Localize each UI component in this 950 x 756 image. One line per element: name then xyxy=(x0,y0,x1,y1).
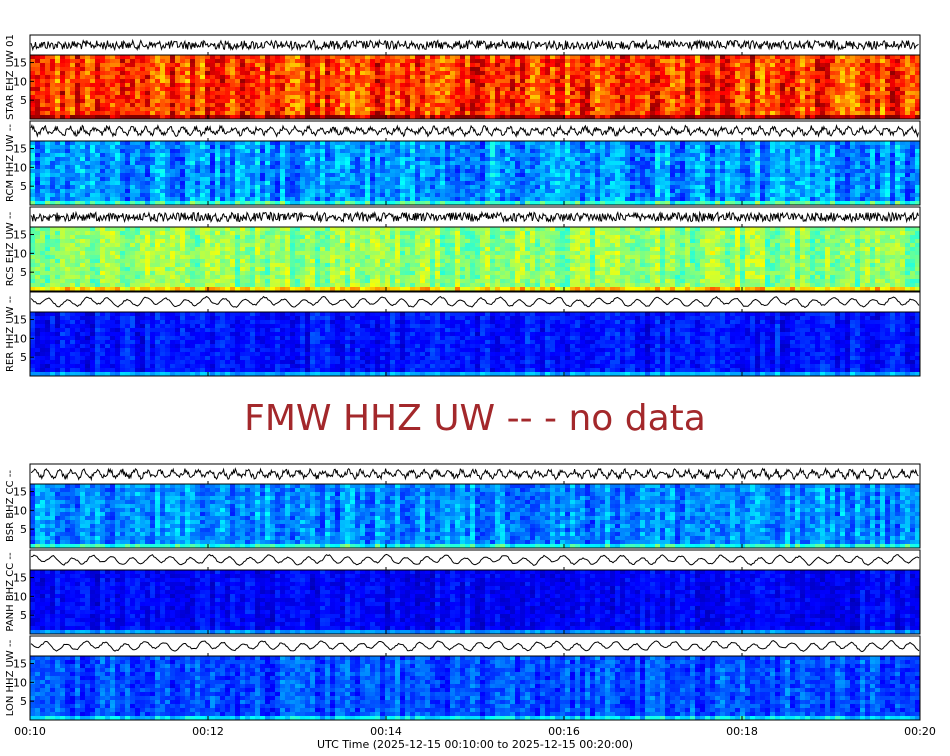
spectrogram-cells xyxy=(30,312,920,376)
waveform-trace xyxy=(30,210,919,224)
x-tick-label: 00:16 xyxy=(548,725,580,738)
waveform-trace xyxy=(30,38,919,52)
spectrogram-frame xyxy=(29,569,921,635)
x-tick-label: 00:20 xyxy=(904,725,936,738)
y-tick-label: 10 xyxy=(13,75,27,88)
spectrogram-cells xyxy=(30,656,920,720)
y-tick-label: 10 xyxy=(13,161,27,174)
y-tick-label: 15 xyxy=(13,57,27,70)
station-label: STAR EHZ UW 01 xyxy=(5,34,16,120)
y-tick-label: 5 xyxy=(20,523,27,536)
y-tick-label: 5 xyxy=(20,94,27,107)
y-tick-label: 10 xyxy=(13,590,27,603)
waveform-frame xyxy=(29,549,921,571)
panel-5: FMW HHZ UW -- - no data xyxy=(244,398,706,439)
x-tick-label: 00:18 xyxy=(726,725,758,738)
y-tick-label: 10 xyxy=(13,332,27,345)
spectrogram-frame xyxy=(29,54,921,120)
y-tick-label: 5 xyxy=(20,695,27,708)
y-tick-label: 10 xyxy=(13,676,27,689)
station-label: RCM HHZ UW -- xyxy=(5,124,16,202)
y-tick-label: 5 xyxy=(20,351,27,364)
waveform-frame xyxy=(29,291,921,313)
x-tick-label: 00:14 xyxy=(370,725,402,738)
x-axis-label: UTC Time (2025-12-15 00:10:00 to 2025-12… xyxy=(317,738,633,751)
y-tick-label: 5 xyxy=(20,266,27,279)
y-tick-label: 15 xyxy=(13,229,27,242)
station-label: RER HHZ UW -- xyxy=(5,296,16,372)
y-tick-label: 15 xyxy=(13,143,27,156)
station-label: PANH BHZ CC -- xyxy=(5,552,16,632)
y-tick-label: 10 xyxy=(13,504,27,517)
station-label: LON HHZ UW -- xyxy=(5,639,16,716)
spectrogram-cells xyxy=(30,484,920,548)
spectrogram-cells xyxy=(30,227,920,291)
spectrogram-frame xyxy=(29,226,921,292)
spectrogram-frame xyxy=(29,311,921,377)
y-tick-label: 5 xyxy=(20,609,27,622)
x-tick-label: 00:10 xyxy=(14,725,46,738)
spectrogram-frame xyxy=(29,483,921,549)
spectrogram-cells xyxy=(30,141,920,205)
y-tick-label: 15 xyxy=(13,486,27,499)
spectrogram-cells xyxy=(30,55,920,119)
waveform-trace xyxy=(30,640,920,653)
waveform-trace xyxy=(30,466,919,482)
waveform-trace xyxy=(30,295,920,309)
x-tick-label: 00:12 xyxy=(192,725,224,738)
y-tick-label: 15 xyxy=(13,572,27,585)
station-label: BSR BHZ CC -- xyxy=(5,470,16,542)
y-tick-label: 15 xyxy=(13,658,27,671)
waveform-trace xyxy=(30,553,920,566)
spectrogram-frame xyxy=(29,140,921,206)
spectrogram-cells xyxy=(30,570,920,634)
y-tick-label: 15 xyxy=(13,314,27,327)
waveform-trace xyxy=(30,124,919,138)
y-tick-label: 10 xyxy=(13,247,27,260)
y-tick-label: 5 xyxy=(20,180,27,193)
station-label: RCS EHZ UW -- xyxy=(5,211,16,286)
no-data-message: FMW HHZ UW -- - no data xyxy=(244,398,706,439)
spectrogram-frame xyxy=(29,655,921,721)
